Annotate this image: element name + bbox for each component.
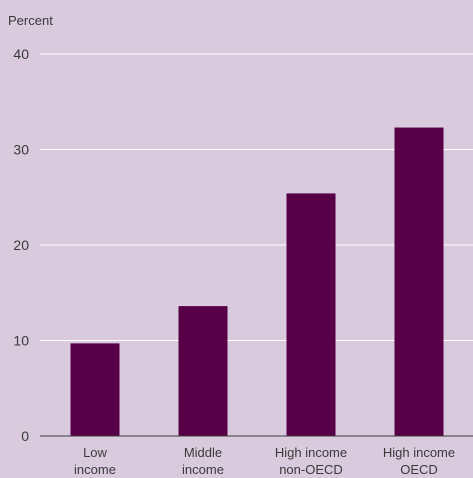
y-tick-label: 40	[13, 46, 29, 62]
x-tick-label: Middle income	[182, 445, 224, 477]
y-axis-label: Percent	[8, 13, 53, 28]
bar	[286, 193, 336, 436]
bars	[70, 127, 444, 436]
x-tick-label: High income non-OECD	[275, 445, 347, 477]
bar	[394, 127, 444, 436]
y-tick-labels: 0 10 20 30 40	[13, 46, 29, 444]
x-tick-label: High income OECD	[383, 445, 455, 477]
bar	[70, 343, 120, 436]
y-tick-label: 10	[13, 333, 29, 349]
x-tick-label: Low income	[74, 445, 116, 477]
bar	[178, 306, 228, 436]
y-tick-label: 20	[13, 237, 29, 253]
y-tick-label: 0	[21, 428, 29, 444]
y-tick-label: 30	[13, 142, 29, 158]
x-tick-labels: Low income Middle income High income non-OECD…	[74, 445, 455, 477]
